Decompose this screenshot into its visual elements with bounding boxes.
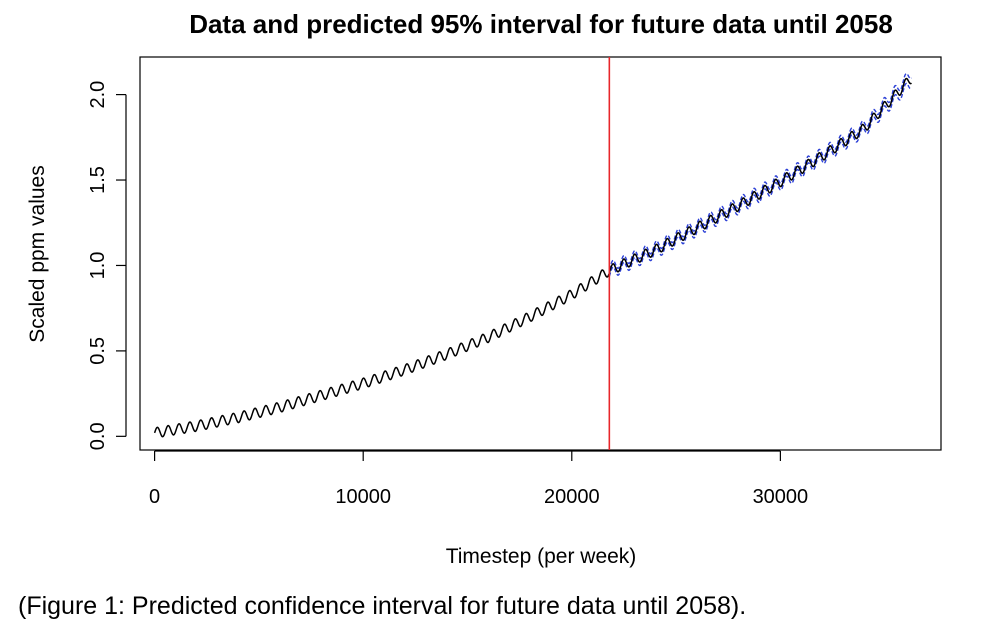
y-axis-label: Scaled ppm values xyxy=(26,165,49,342)
observed-series-line xyxy=(153,269,610,438)
y-tick-label: 1.5 xyxy=(87,166,109,194)
x-tick-label: 20000 xyxy=(544,486,600,508)
y-tick-label: 1.0 xyxy=(87,252,109,280)
x-tick-label: 30000 xyxy=(753,486,809,508)
x-tick-label: 10000 xyxy=(335,486,391,508)
x-axis-label: Timestep (per week) xyxy=(446,545,637,568)
x-axis: 0 10000 20000 30000 xyxy=(149,450,809,508)
y-axis: 0.0 0.5 1.0 1.5 2.0 xyxy=(87,81,127,450)
chart: Data and predicted 95% interval for futu… xyxy=(26,9,942,568)
y-tick-label: 0.5 xyxy=(87,337,109,365)
figure-caption: (Figure 1: Predicted confidence interval… xyxy=(18,592,747,620)
interval-lower-line xyxy=(608,82,912,277)
x-tick-label: 0 xyxy=(149,486,160,508)
prediction-interval xyxy=(608,72,912,277)
y-tick-label: 0.0 xyxy=(87,422,109,450)
chart-title: Data and predicted 95% interval for futu… xyxy=(189,9,893,39)
interval-upper-line xyxy=(608,72,912,270)
data-series xyxy=(153,77,912,438)
plot-area-box xyxy=(139,56,942,451)
predicted-series-line xyxy=(608,77,912,274)
y-tick-label: 2.0 xyxy=(87,81,109,109)
